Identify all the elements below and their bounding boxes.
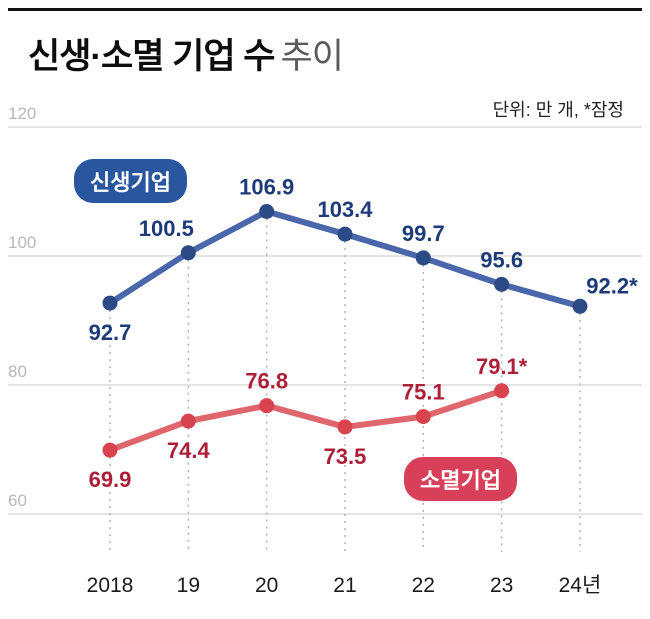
x-tick-label: 24년	[559, 574, 602, 597]
data-point-label: 74.4	[167, 438, 211, 463]
data-point-label: 100.5	[139, 216, 194, 241]
data-point	[415, 250, 431, 266]
series-badge-new-companies: 신생기업	[74, 159, 187, 203]
data-point	[337, 226, 353, 242]
x-tick-label: 22	[412, 574, 435, 597]
data-point	[259, 398, 275, 414]
series-line-1	[107, 387, 505, 454]
data-point-label: 76.8	[245, 369, 288, 394]
data-point-label: 103.4	[317, 197, 373, 222]
x-tick-label: 19	[177, 574, 200, 597]
data-point	[337, 419, 353, 435]
data-point	[259, 203, 275, 219]
y-tick-label: 80	[8, 362, 27, 381]
data-point-label: 99.7	[402, 221, 445, 246]
data-point-label: 73.5	[324, 444, 367, 469]
series-badge-closed-companies: 소멸기업	[404, 457, 517, 501]
data-point	[572, 298, 588, 314]
data-point-label: 92.7	[89, 320, 132, 345]
data-point-label: 69.9	[89, 467, 132, 492]
unit-note: 단위: 만 개, *잠정	[492, 100, 624, 120]
page-title: 신생·소멸 기업 수 추이	[28, 28, 344, 79]
data-point-label: 106.9	[239, 174, 294, 199]
data-point-label: 79.1*	[476, 354, 528, 379]
y-tick-label: 60	[8, 491, 27, 510]
title-main: 신생·소멸 기업 수	[28, 37, 276, 76]
x-tick-label: 2018	[87, 574, 134, 597]
data-point	[494, 276, 510, 292]
data-point	[102, 442, 118, 458]
y-tick-label: 100	[8, 233, 36, 252]
x-tick-label: 20	[255, 574, 278, 597]
data-point-label: 92.2*	[586, 273, 638, 298]
top-rule	[8, 8, 642, 11]
x-tick-label: 21	[333, 574, 356, 597]
y-tick-label: 120	[8, 104, 36, 123]
data-point	[180, 413, 196, 429]
data-point-label: 95.6	[480, 247, 523, 272]
x-tick-label: 23	[490, 574, 513, 597]
data-point	[102, 295, 118, 311]
data-point-label: 75.1	[402, 380, 445, 405]
title-sub: 추이	[280, 37, 344, 76]
data-point	[180, 245, 196, 261]
data-point	[494, 383, 510, 399]
data-point	[415, 409, 431, 425]
